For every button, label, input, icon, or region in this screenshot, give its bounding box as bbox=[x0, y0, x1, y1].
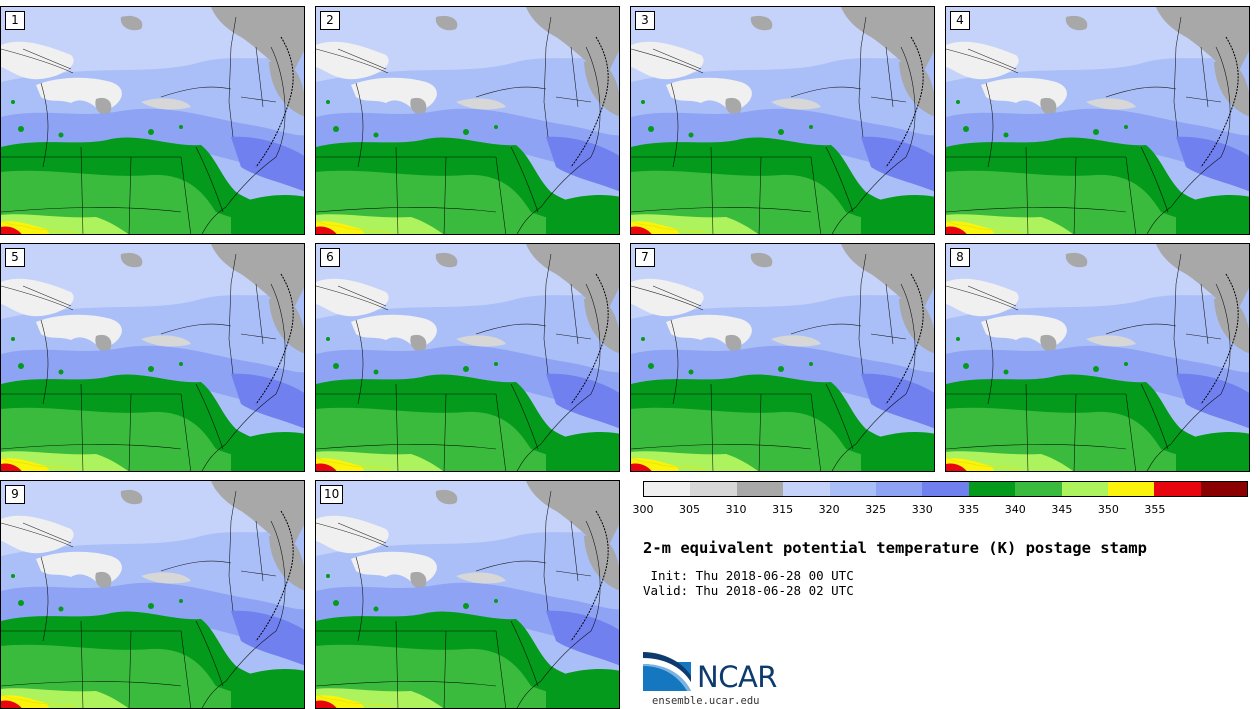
map-image bbox=[946, 244, 1249, 471]
colorbar-swatch bbox=[829, 482, 876, 496]
member-number-label: 1 bbox=[5, 11, 25, 30]
member-number-label: 9 bbox=[5, 485, 25, 504]
colorbar-tick-label: 330 bbox=[911, 503, 933, 516]
init-time: Init: Thu 2018-06-28 00 UTC bbox=[643, 568, 854, 583]
member-number-label: 2 bbox=[320, 11, 340, 30]
map-image bbox=[316, 7, 619, 234]
member-number-label: 10 bbox=[320, 485, 344, 504]
colorbar bbox=[643, 481, 1248, 497]
member-panel: 7 bbox=[630, 243, 935, 472]
map-image bbox=[631, 7, 934, 234]
map-image bbox=[1, 7, 304, 234]
colorbar-swatch bbox=[1200, 482, 1248, 496]
logo-text: NCAR bbox=[697, 660, 777, 694]
colorbar-tick-label: 300 bbox=[632, 503, 654, 516]
map-image bbox=[316, 244, 619, 471]
colorbar-swatch bbox=[783, 482, 830, 496]
colorbar-swatch bbox=[736, 482, 784, 496]
colorbar-swatch bbox=[1107, 482, 1155, 496]
valid-time: Valid: Thu 2018-06-28 02 UTC bbox=[643, 583, 854, 598]
member-panel: 4 bbox=[945, 6, 1250, 235]
map-image bbox=[1, 244, 304, 471]
member-number-label: 4 bbox=[950, 11, 970, 30]
member-panel: 2 bbox=[315, 6, 620, 235]
colorbar-tick-label: 355 bbox=[1144, 503, 1166, 516]
ncar-logo-icon bbox=[643, 652, 691, 691]
colorbar-swatch bbox=[690, 482, 737, 496]
member-number-label: 6 bbox=[320, 248, 340, 267]
member-number-label: 8 bbox=[950, 248, 970, 267]
member-number-label: 3 bbox=[635, 11, 655, 30]
member-panel: 9 bbox=[0, 480, 305, 709]
colorbar-swatch bbox=[1061, 482, 1108, 496]
colorbar-swatch bbox=[875, 482, 923, 496]
map-image bbox=[316, 481, 619, 708]
map-image bbox=[1, 481, 304, 708]
map-image bbox=[946, 7, 1249, 234]
member-number-label: 7 bbox=[635, 248, 655, 267]
colorbar-tick-label: 305 bbox=[679, 503, 701, 516]
map-image bbox=[631, 244, 934, 471]
member-panel: 6 bbox=[315, 243, 620, 472]
site-url: ensemble.ucar.edu bbox=[652, 695, 760, 707]
member-panel: 3 bbox=[630, 6, 935, 235]
colorbar-tick-label: 315 bbox=[772, 503, 794, 516]
colorbar-tick-label: 350 bbox=[1097, 503, 1119, 516]
member-panel: 5 bbox=[0, 243, 305, 472]
member-panel: 10 bbox=[315, 480, 620, 709]
colorbar-swatch bbox=[1154, 482, 1201, 496]
colorbar-tick-label: 320 bbox=[818, 503, 840, 516]
colorbar-swatch bbox=[968, 482, 1016, 496]
colorbar-swatch bbox=[922, 482, 969, 496]
member-panel: 8 bbox=[945, 243, 1250, 472]
chart-title: 2-m equivalent potential temperature (K)… bbox=[643, 539, 1147, 557]
member-number-label: 5 bbox=[5, 248, 25, 267]
member-panel: 1 bbox=[0, 6, 305, 235]
colorbar-tick-label: 325 bbox=[865, 503, 887, 516]
colorbar-tick-label: 345 bbox=[1051, 503, 1073, 516]
colorbar-tick-label: 340 bbox=[1004, 503, 1026, 516]
colorbar-tick-label: 335 bbox=[958, 503, 980, 516]
colorbar-tick-label: 310 bbox=[725, 503, 747, 516]
colorbar-swatch bbox=[644, 482, 691, 496]
colorbar-swatch bbox=[1015, 482, 1062, 496]
